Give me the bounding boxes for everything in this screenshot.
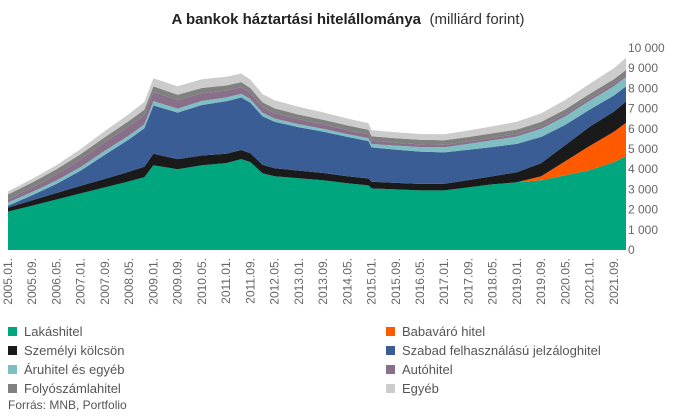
legend-swatch xyxy=(8,364,17,374)
area-series-1 xyxy=(8,156,626,250)
x-tick-label: 2007.01. xyxy=(74,258,88,305)
stacked-areas xyxy=(8,57,626,250)
x-tick-label: 2009.09. xyxy=(171,258,185,305)
x-tick-label: 2017.01. xyxy=(437,258,451,305)
x-tick-label: 2005.09. xyxy=(25,258,39,305)
legend-label: Áruhitel és egyéb xyxy=(24,361,125,377)
x-tick-label: 2008.05. xyxy=(122,258,136,305)
x-tick-label: 2021.09. xyxy=(607,258,621,305)
x-tick-label: 2017.09. xyxy=(462,258,476,305)
x-axis: 2005.01. 2005.09. 2006.05. 2007.01. 2007.09.… xyxy=(1,258,621,305)
x-tick-label: 2013.09. xyxy=(316,258,330,305)
source-note: Forrás: MNB, Portfolio xyxy=(8,398,127,412)
legend-label: Egyéb xyxy=(402,380,439,396)
y-tick-label: 4 000 xyxy=(628,162,658,176)
y-axis: 0 1 000 2 000 3 000 4 000 5 000 6 000 7 000 8 00… xyxy=(628,41,665,257)
x-tick-label: 2021.01. xyxy=(583,258,597,305)
legend-item: Egyéb xyxy=(386,379,439,397)
x-tick-label: 2019.09. xyxy=(534,258,548,305)
y-tick-label: 8 000 xyxy=(628,81,658,95)
legend-label: Babaváró hitel xyxy=(402,323,486,339)
x-tick-label: 2015.01. xyxy=(365,258,379,305)
x-tick-label: 2011.01. xyxy=(219,258,233,304)
x-tick-label: 2013.01. xyxy=(292,258,306,305)
x-tick-label: 2018.05. xyxy=(486,258,500,305)
legend-item: Autóhitel xyxy=(386,360,453,378)
x-tick-label: 2020.05. xyxy=(558,258,572,305)
legend-label: Személyi kölcsön xyxy=(24,342,125,358)
legend-item: Babaváró hitel xyxy=(386,322,485,340)
legend-swatch xyxy=(8,326,17,336)
legend-label: Lakáshitel xyxy=(24,323,83,339)
y-tick-label: 1 000 xyxy=(628,223,658,237)
legend-label: Autóhitel xyxy=(402,361,453,377)
area-series-6 xyxy=(8,74,626,203)
x-tick-label: 2005.01. xyxy=(1,258,15,305)
y-tick-label: 7 000 xyxy=(628,102,658,116)
y-tick-label: 5 000 xyxy=(628,142,658,156)
legend-item: Szabad felhasználású jelzáloghitel xyxy=(386,341,601,359)
y-tick-label: 10 000 xyxy=(628,41,665,55)
legend-swatch xyxy=(386,326,395,336)
area-series-7 xyxy=(8,70,626,200)
legend-swatch xyxy=(386,345,395,355)
area-series-8 xyxy=(8,57,626,195)
legend-swatch xyxy=(386,364,395,374)
x-tick-label: 2010.05. xyxy=(195,258,209,305)
x-tick-label: 2009.01. xyxy=(146,258,160,305)
x-tick-label: 2014.05. xyxy=(340,258,354,305)
y-tick-label: 2 000 xyxy=(628,203,658,217)
y-tick-label: 9 000 xyxy=(628,61,658,75)
x-tick-label: 2016.05. xyxy=(413,258,427,305)
legend-item: Folyószámlahitel xyxy=(8,379,121,397)
x-tick-label: 2007.09. xyxy=(98,258,112,305)
x-tick-label: 2006.05. xyxy=(50,258,64,305)
area-series-5 xyxy=(8,76,626,206)
x-tick-label: 2011.09. xyxy=(243,258,257,304)
legend-item: Áruhitel és egyéb xyxy=(8,360,124,378)
y-tick-label: 6 000 xyxy=(628,122,658,136)
legend-swatch xyxy=(386,383,395,393)
chart-title-main: A bankok háztartási hitelállománya xyxy=(172,11,422,28)
chart-title-unit: (milliárd forint) xyxy=(429,11,524,28)
y-tick-label: 0 xyxy=(628,243,635,257)
x-tick-label: 2019.01. xyxy=(510,258,524,305)
y-tick-label: 3 000 xyxy=(628,182,658,196)
legend-swatch xyxy=(8,383,17,393)
legend-item: Lakáshitel xyxy=(8,322,83,340)
x-tick-label: 2015.09. xyxy=(389,258,403,305)
chart-title: A bankok háztartási hitelállománya (mill… xyxy=(172,11,525,28)
legend-label: Folyószámlahitel xyxy=(24,380,121,396)
legend-label: Szabad felhasználású jelzáloghitel xyxy=(402,342,601,358)
legend-item: Személyi kölcsön xyxy=(8,341,124,359)
area-series-4 xyxy=(8,86,626,208)
x-tick-label: 2012.05. xyxy=(268,258,282,305)
area-series-3 xyxy=(8,101,626,212)
legend-swatch xyxy=(8,345,17,355)
